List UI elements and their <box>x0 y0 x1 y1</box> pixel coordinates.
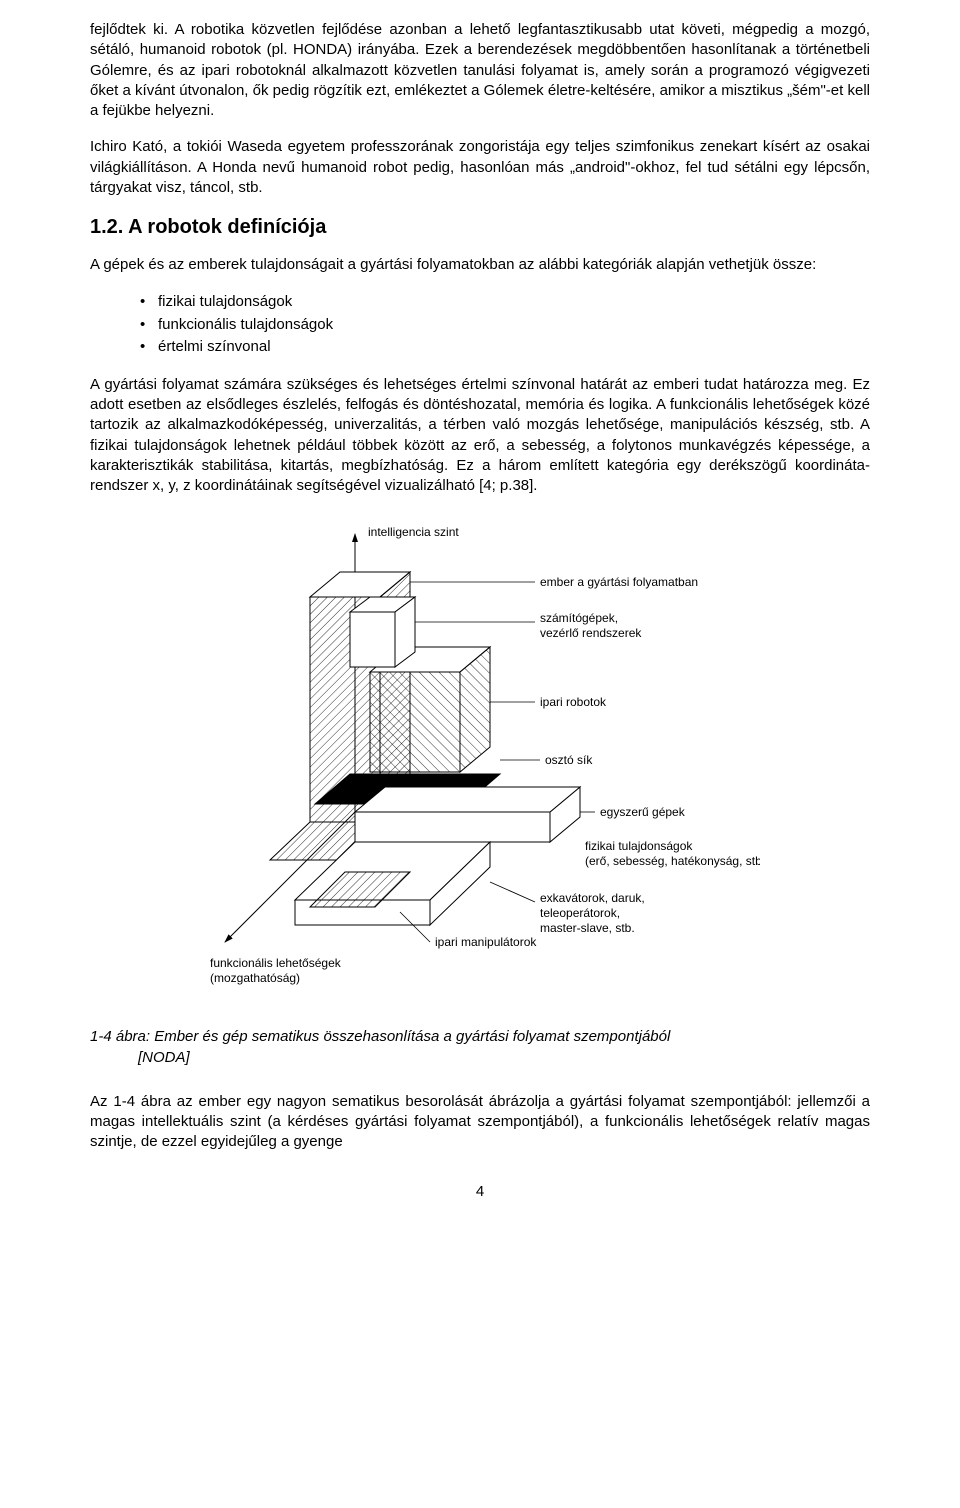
page-number: 4 <box>90 1183 870 1200</box>
list-item: funkcionális tulajdonságok <box>140 314 870 337</box>
axis-label-y: intelligencia szint <box>368 525 459 539</box>
label-fizikai1: fizikai tulajdonságok <box>585 839 693 853</box>
paragraph-3: A gépek és az emberek tulajdonságait a g… <box>90 255 870 275</box>
figure-caption: 1-4 ábra: Ember és gép sematikus összeha… <box>90 1027 870 1068</box>
block-egyszeru-gepek <box>355 787 580 842</box>
paragraph-4: A gyártási folyamat számára szükséges és… <box>90 375 870 497</box>
label-egyszeru: egyszerű gépek <box>600 805 686 819</box>
label-oszto-sik: osztó sík <box>545 753 593 767</box>
paragraph-2: Ichiro Kató, a tokiói Waseda egyetem pro… <box>90 137 870 198</box>
list-item: értelmi színvonal <box>140 336 870 359</box>
label-mozg: (mozgathatóság) <box>210 971 300 985</box>
list-item: fizikai tulajdonságok <box>140 291 870 314</box>
label-teleop: teleoperátorok, <box>540 906 620 920</box>
paragraph-5: Az 1-4 ábra az ember egy nagyon sematiku… <box>90 1092 870 1153</box>
label-szamitogepek: számítógépek, <box>540 611 618 625</box>
section-heading: 1.2. A robotok definíciója <box>90 216 870 239</box>
label-iparimanip: ipari manipulátorok <box>435 935 537 949</box>
paragraph-1: fejlődtek ki. A robotika közvetlen fejlő… <box>90 20 870 121</box>
label-master: master-slave, stb. <box>540 921 635 935</box>
caption-line-1: 1-4 ábra: Ember és gép sematikus összeha… <box>90 1028 670 1045</box>
bullet-list: fizikai tulajdonságok funkcionális tulaj… <box>140 291 870 359</box>
label-fizikai2: (erő, sebesség, hatékonyság, stb.) <box>585 854 760 868</box>
block-szamitogepek <box>350 597 415 667</box>
caption-line-2: [NODA] <box>90 1048 870 1068</box>
label-vezerlo: vezérlő rendszerek <box>540 626 642 640</box>
label-ipari-robotok: ipari robotok <box>540 695 607 709</box>
figure-1-4: intelligencia szint <box>90 512 870 1007</box>
label-funk: funkcionális lehetőségek <box>210 956 342 970</box>
label-ember: ember a gyártási folyamatban <box>540 575 698 589</box>
label-exkav: exkavátorok, daruk, <box>540 891 645 905</box>
